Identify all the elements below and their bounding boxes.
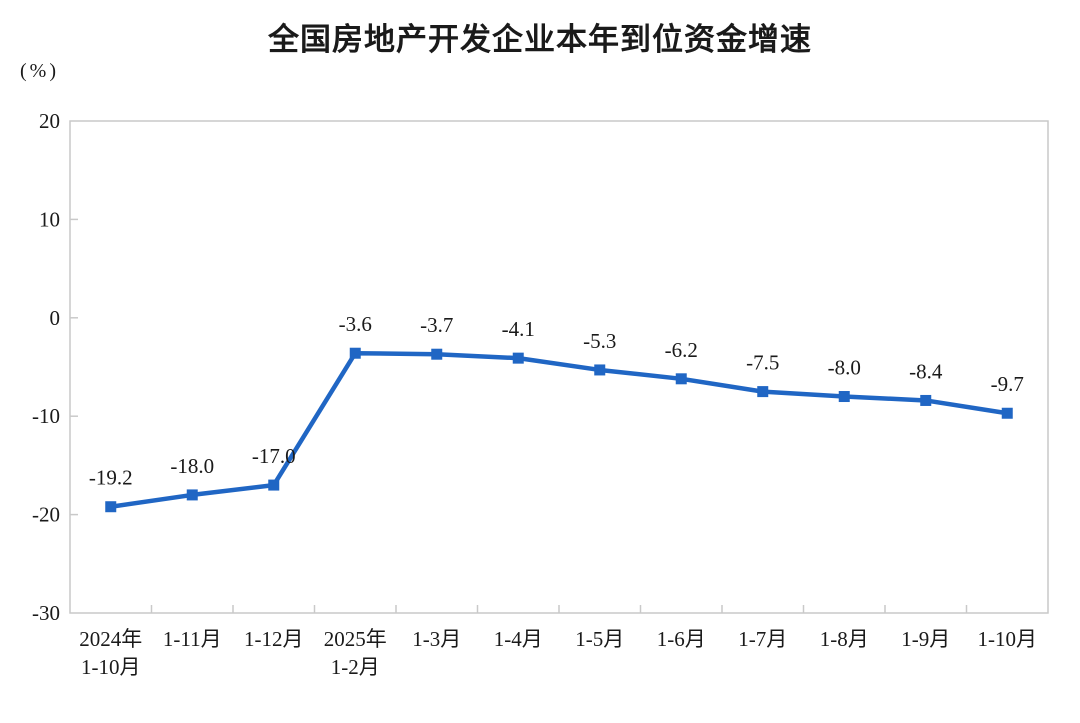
x-tick-label: 2024年 [79, 627, 142, 651]
data-point-marker [675, 373, 687, 385]
y-tick-label: -10 [32, 404, 60, 428]
data-point-label: -17.0 [252, 444, 296, 468]
x-tick-label: 2025年 [324, 627, 387, 651]
data-point-label: -8.4 [909, 359, 943, 383]
data-point-marker [838, 391, 850, 403]
x-tick-label: 1-10月 [978, 627, 1038, 651]
data-point-label: -5.3 [583, 329, 616, 353]
y-axis-unit-label: (%) [20, 60, 59, 82]
x-tick-label: 1-6月 [657, 627, 706, 651]
x-tick-label: 1-8月 [820, 627, 869, 651]
data-point-marker [186, 489, 198, 501]
data-point-label: -18.0 [170, 454, 214, 478]
data-point-marker [431, 348, 443, 360]
x-tick-label: 1-11月 [163, 627, 222, 651]
data-point-label: -19.2 [89, 466, 133, 490]
data-series-line [108, 350, 1010, 509]
x-tick-label: 1-4月 [494, 627, 543, 651]
x-tick-label: 1-12月 [244, 627, 304, 651]
data-point-label: -8.0 [828, 356, 861, 380]
y-tick-label: 0 [50, 306, 61, 330]
data-point-marker [105, 501, 117, 513]
data-point-label: -6.2 [665, 338, 698, 362]
x-tick-label: 1-10月 [81, 655, 141, 679]
x-tick-label: 1-2月 [331, 655, 380, 679]
data-point-marker [1001, 407, 1013, 419]
x-tick-label: 1-7月 [738, 627, 787, 651]
y-tick-label: -30 [32, 601, 60, 625]
y-tick-label: 20 [39, 109, 60, 133]
plot-border [69, 120, 1049, 614]
data-point-marker [349, 347, 361, 359]
data-point-marker [594, 364, 606, 376]
y-tick-label: 10 [39, 207, 60, 231]
data-point-label: -9.7 [991, 372, 1024, 396]
data-point-marker [268, 479, 280, 491]
chart-title: 全国房地产开发企业本年到位资金增速 [268, 22, 812, 58]
data-point-label: -4.1 [502, 317, 535, 341]
data-point-marker [757, 386, 769, 398]
data-point-label: -3.6 [339, 312, 372, 336]
data-point-marker [512, 352, 524, 364]
x-tick-label: 1-9月 [901, 627, 950, 651]
data-point-marker [920, 394, 932, 406]
data-point-label: -3.7 [420, 313, 453, 337]
data-point-label: -7.5 [746, 351, 779, 375]
x-tick-label: 1-5月 [575, 627, 624, 651]
y-tick-label: -20 [32, 503, 60, 527]
x-tick-label: 1-3月 [412, 627, 461, 651]
